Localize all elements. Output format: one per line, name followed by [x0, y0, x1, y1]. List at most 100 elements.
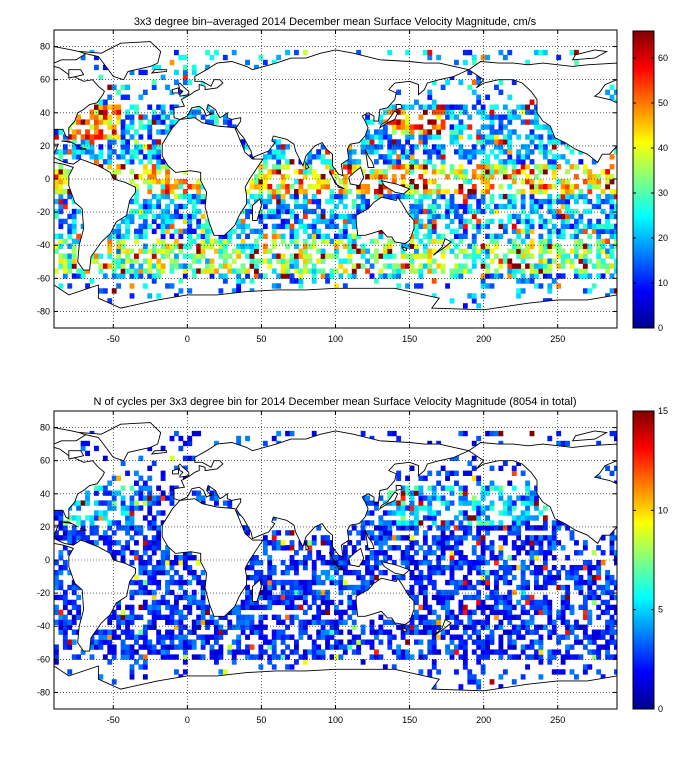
heatmap-cell: [134, 129, 139, 135]
heatmap-cell: [360, 430, 366, 437]
heatmap-cell: [142, 624, 148, 630]
heatmap-cell: [440, 594, 446, 601]
heatmap-cell: [120, 273, 126, 279]
heatmap-cell: [218, 248, 224, 254]
heatmap-cell: [396, 574, 402, 581]
heatmap-cell: [351, 248, 357, 254]
heatmap-cell: [262, 248, 268, 254]
heatmap-cell: [76, 114, 82, 120]
heatmap-cell: [240, 278, 246, 284]
heatmap-cell: [329, 579, 335, 586]
heatmap-cell: [227, 238, 233, 244]
heatmap-cell: [436, 213, 442, 220]
heatmap-cell: [325, 273, 330, 279]
heatmap-cell: [516, 545, 522, 551]
heatmap-cell: [302, 188, 308, 195]
heatmap-cell: [151, 614, 157, 620]
heatmap-cell: [547, 203, 553, 210]
heatmap-cell: [445, 609, 450, 616]
heatmap-cell: [520, 288, 526, 294]
heatmap-cell: [302, 624, 308, 630]
heatmap-cell: [156, 238, 162, 244]
heatmap-cell: [325, 164, 330, 170]
heatmap-cell: [431, 609, 437, 616]
heatmap-cell: [285, 599, 290, 606]
heatmap-cell: [436, 114, 442, 120]
heatmap-cell: [54, 169, 59, 175]
heatmap-cell: [534, 654, 539, 660]
heatmap-cell: [578, 253, 584, 259]
heatmap-cell: [174, 624, 179, 630]
heatmap-cell: [467, 69, 473, 76]
heatmap-cell: [454, 589, 459, 596]
heatmap-cell: [302, 589, 308, 596]
heatmap-cell: [414, 624, 419, 630]
heatmap-cell: [467, 149, 473, 155]
heatmap-cell: [534, 203, 539, 210]
heatmap-cell: [511, 223, 517, 230]
heatmap-cell: [294, 550, 299, 556]
heatmap-cell: [325, 639, 330, 645]
heatmap-cell: [462, 515, 468, 521]
heatmap-cell: [200, 569, 206, 576]
heatmap-cell: [240, 248, 246, 254]
heatmap-cell: [502, 574, 508, 581]
heatmap-cell: [156, 629, 162, 635]
heatmap-cell: [462, 248, 468, 254]
heatmap-cell: [302, 594, 308, 601]
heatmap-cell: [316, 198, 322, 205]
heatmap-cell: [431, 490, 437, 496]
heatmap-cell: [485, 545, 490, 551]
heatmap-cell: [578, 624, 584, 630]
heatmap-cell: [120, 629, 126, 635]
heatmap-cell: [525, 584, 530, 591]
heatmap-cell: [449, 109, 455, 115]
heatmap-cell: [231, 624, 237, 630]
heatmap-cell: [89, 654, 95, 660]
heatmap-cell: [498, 599, 504, 606]
heatmap-cell: [409, 263, 415, 269]
heatmap-cell: [62, 614, 68, 620]
heatmap-cell: [387, 545, 393, 551]
heatmap-cell: [609, 263, 615, 269]
heatmap-cell: [609, 535, 615, 541]
heatmap-cell: [240, 629, 246, 635]
heatmap-cell: [449, 579, 455, 586]
heatmap-cell: [107, 649, 113, 655]
heatmap-cell: [520, 594, 526, 601]
heatmap-cell: [418, 654, 424, 660]
heatmap-cell: [334, 213, 339, 220]
heatmap-cell: [334, 604, 339, 611]
heatmap-cell: [120, 268, 126, 274]
heatmap-cell: [147, 273, 153, 279]
heatmap-cell: [311, 183, 317, 190]
heatmap-cell: [325, 253, 330, 259]
heatmap-cell: [445, 604, 450, 611]
heatmap-cell: [582, 560, 588, 566]
heatmap-cell: [520, 545, 526, 551]
heatmap-cell: [240, 263, 246, 269]
heatmap-cell: [440, 109, 446, 115]
heatmap-cell: [351, 169, 357, 175]
heatmap-cell: [614, 609, 617, 616]
heatmap-cell: [436, 470, 442, 476]
heatmap-cell: [542, 574, 548, 581]
heatmap-cell: [107, 119, 113, 125]
heatmap-cell: [245, 584, 250, 591]
heatmap-cell: [418, 629, 424, 635]
heatmap-cell: [54, 179, 59, 185]
heatmap-cell: [480, 510, 486, 516]
heatmap-cell: [467, 253, 473, 259]
heatmap-cell: [62, 134, 68, 140]
heatmap-cell: [58, 238, 64, 244]
heatmap-cell: [120, 154, 126, 160]
heatmap-cell: [271, 435, 277, 442]
heatmap-cell: [138, 174, 144, 180]
heatmap-cell: [600, 258, 606, 264]
heatmap-cell: [342, 218, 348, 225]
heatmap-cell: [565, 440, 570, 447]
heatmap-cell: [600, 228, 606, 235]
heatmap-cell: [156, 604, 162, 611]
heatmap-cell: [454, 614, 459, 620]
heatmap-cell: [178, 263, 184, 269]
